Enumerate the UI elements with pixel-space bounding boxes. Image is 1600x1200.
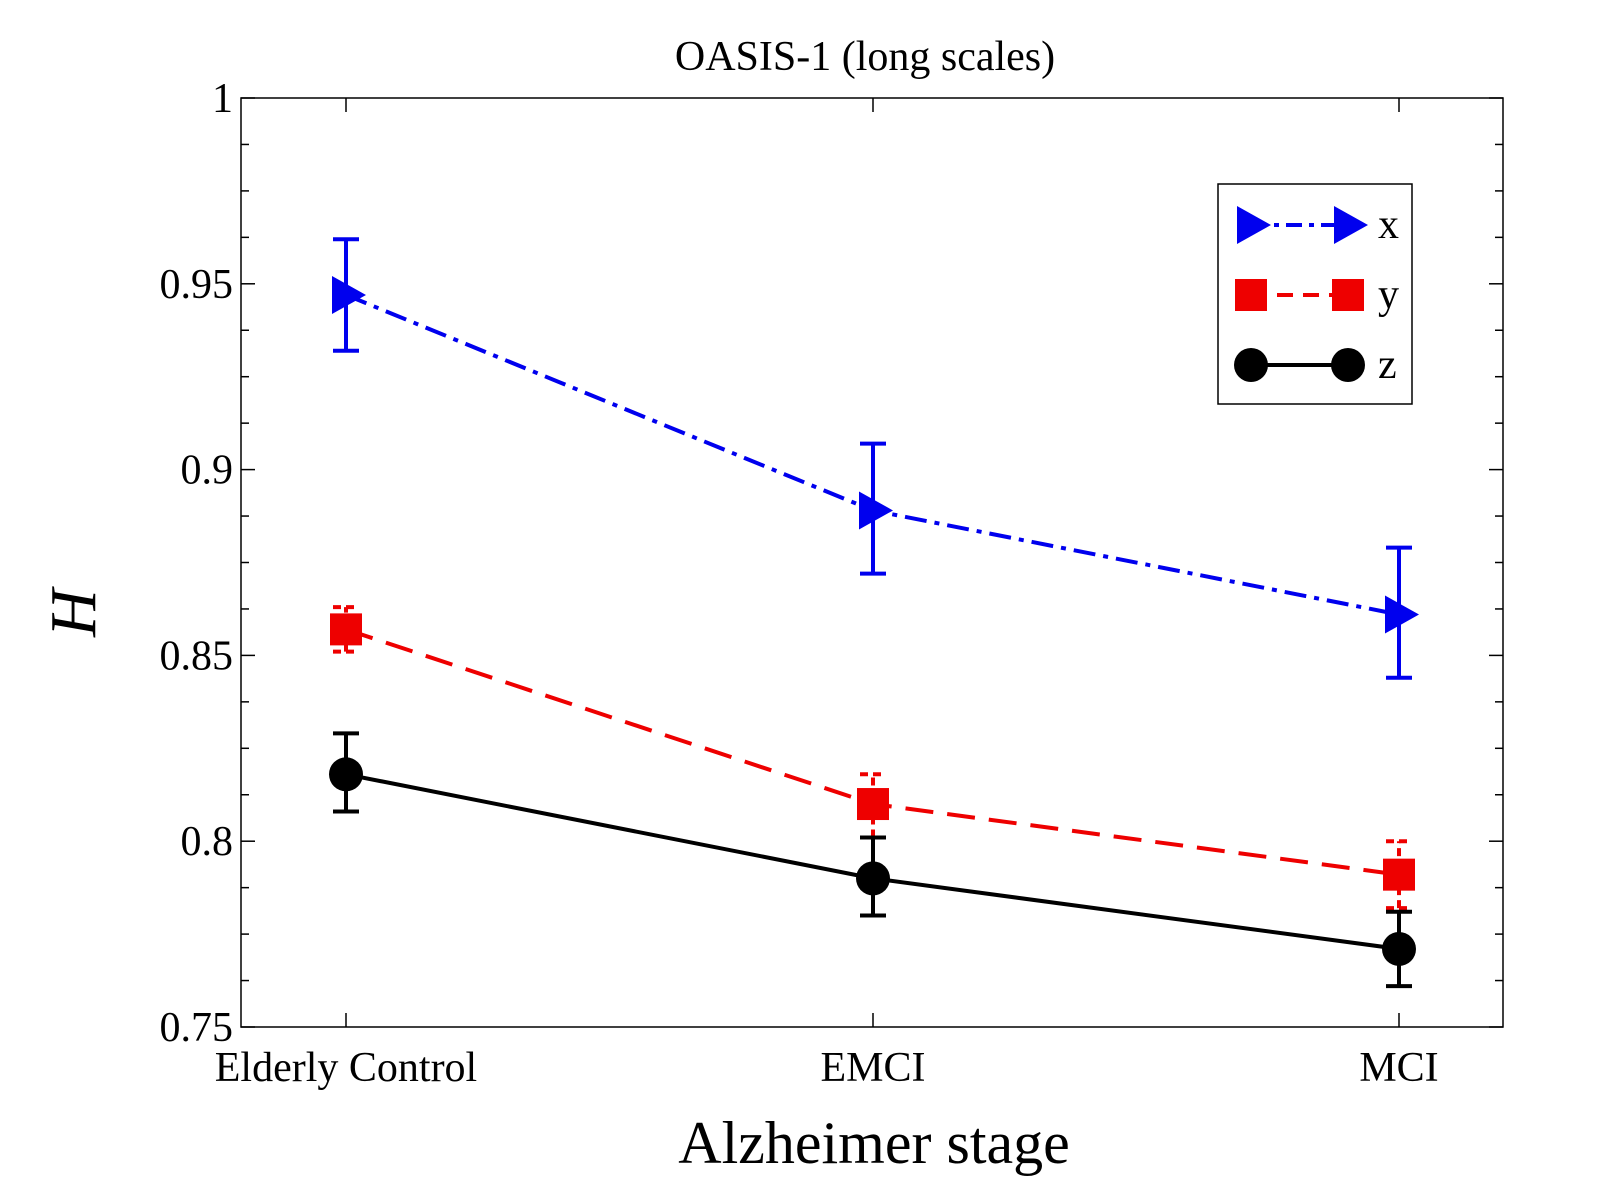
data-point-z: [1382, 931, 1416, 966]
data-point-x: [1385, 595, 1419, 634]
legend-marker: [1332, 279, 1364, 311]
x-tick-label: Elderly Control: [215, 1045, 477, 1091]
data-point-y: [330, 613, 362, 646]
data-point-y: [1383, 858, 1415, 891]
legend-item-x: x: [1237, 202, 1399, 248]
x-axis-label: Alzheimer stage: [678, 1110, 1070, 1176]
y-tick-label: 0.8: [181, 819, 234, 865]
legend-marker: [1234, 348, 1268, 382]
data-point-y: [857, 788, 889, 821]
y-tick-label: 0.95: [160, 262, 234, 308]
x-tick-label: EMCI: [821, 1045, 926, 1091]
series-y: [330, 605, 1415, 911]
legend-marker: [1235, 279, 1267, 311]
legend-label: z: [1378, 342, 1397, 388]
legend: xyz: [1217, 183, 1413, 405]
series-z: [329, 731, 1416, 989]
y-tick-label: 0.9: [181, 448, 234, 494]
legend-label: x: [1378, 202, 1399, 248]
y-tick-label: 0.85: [160, 633, 234, 679]
data-point-x: [859, 491, 893, 530]
y-axis-label: H: [37, 586, 110, 638]
legend-marker: [1331, 348, 1365, 382]
legend-marker: [1237, 206, 1271, 244]
legend-item-z: z: [1234, 342, 1397, 388]
data-point-z: [856, 861, 890, 896]
chart-title: OASIS-1 (long scales): [675, 34, 1055, 80]
x-tick-label: MCI: [1359, 1045, 1438, 1091]
plot-area: 0.75 0.8 0.85 0.9 0.95 1 Elderly Control EMCI MC…: [160, 76, 1504, 1091]
legend-item-y: y: [1235, 272, 1399, 318]
legend-label: y: [1378, 272, 1399, 318]
y-tick-label: 1: [212, 76, 233, 122]
y-tick-label: 0.75: [160, 1005, 234, 1051]
series-x: [332, 237, 1419, 680]
data-point-z: [329, 757, 363, 792]
data-point-x: [332, 275, 366, 314]
legend-marker: [1334, 206, 1368, 244]
